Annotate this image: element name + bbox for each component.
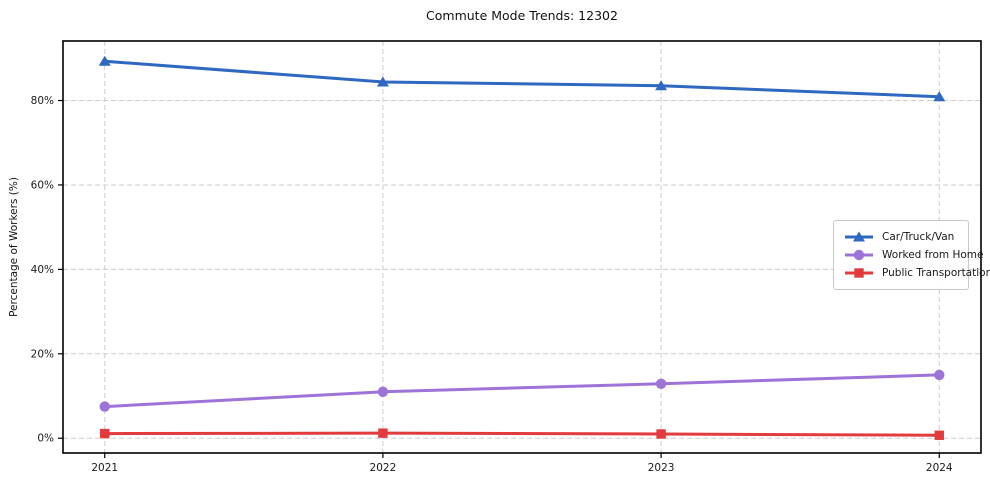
square-marker-icon (854, 268, 864, 278)
circle-marker-icon (934, 369, 945, 381)
y-tick-label: 0% (37, 433, 54, 445)
circle-marker-icon (853, 249, 865, 261)
y-tick-label: 20% (31, 348, 54, 360)
y-tick-label: 60% (31, 179, 54, 191)
triangle-marker-icon (376, 76, 389, 87)
x-tick-label: 2024 (926, 462, 953, 474)
legend: Car/Truck/Van Worked from Home Public Tran… (833, 220, 990, 290)
triangle-marker-icon (933, 91, 946, 102)
series-line (103, 59, 941, 99)
legend-item: Car/Truck/Van (844, 229, 960, 245)
square-marker-icon (934, 430, 944, 440)
square-marker-icon (378, 428, 388, 438)
circle-marker-icon (99, 401, 110, 412)
x-tick-label: 2023 (648, 462, 675, 474)
square-marker-icon (656, 429, 666, 439)
series-line (103, 431, 941, 437)
legend-line-sample (845, 268, 873, 278)
y-tick-label: 80% (31, 95, 54, 107)
circle-marker-icon (377, 386, 389, 397)
legend-item: Worked from Home (844, 247, 983, 263)
chart-title: Commute Mode Trends: 12302 (426, 8, 618, 23)
plot-border (62, 40, 982, 454)
series-line (103, 373, 941, 409)
legend-item-label: Car/Truck/Van (882, 231, 955, 243)
triangle-marker-icon (853, 231, 865, 242)
legend-item: Public Transportation (844, 265, 990, 281)
x-tick-label: 2022 (370, 462, 397, 474)
y-tick-label: 40% (31, 264, 54, 276)
legend-item-label: Worked from Home (882, 249, 984, 261)
circle-marker-icon (655, 378, 667, 389)
triangle-marker-icon (655, 80, 668, 91)
square-marker-icon (100, 428, 110, 439)
legend-line-sample (845, 231, 873, 242)
x-tick-label: 2021 (91, 462, 118, 474)
legend-line-sample (845, 249, 873, 261)
triangle-marker-icon (98, 55, 111, 66)
legend-item-label: Public Transportation (882, 267, 990, 279)
